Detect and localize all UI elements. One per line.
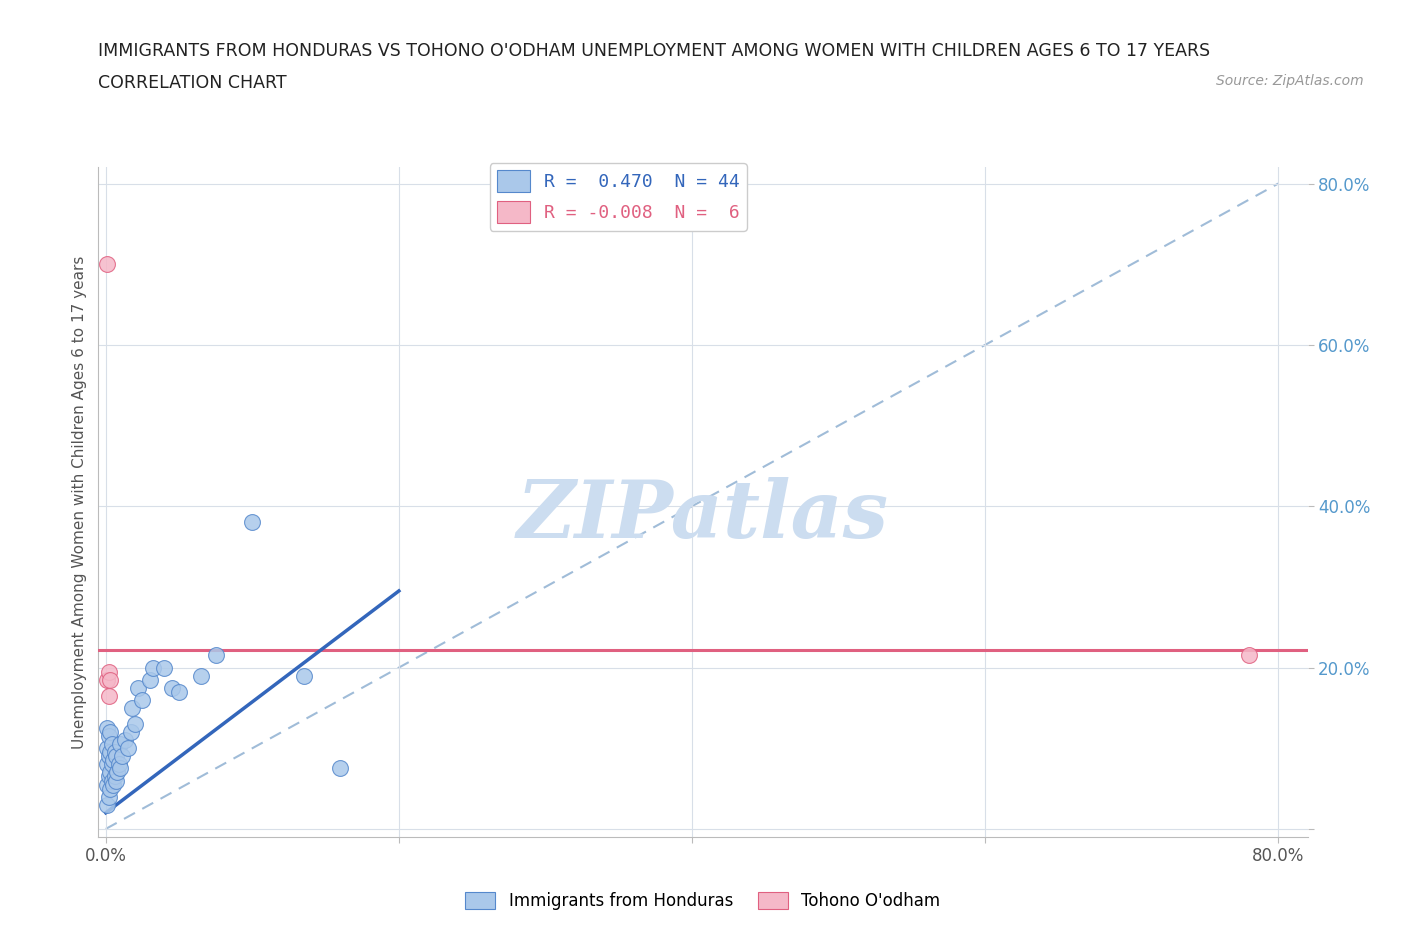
Point — [100, 737, 122, 751]
Point — [100, 757, 122, 772]
Point — [108, 757, 131, 772]
Point — [98, 672, 121, 687]
Point — [98, 781, 121, 796]
Text: CORRELATION CHART: CORRELATION CHART — [98, 74, 287, 92]
Point — [100, 773, 122, 788]
Legend: R =  0.470  N = 44, R = -0.008  N =  6: R = 0.470 N = 44, R = -0.008 N = 6 — [489, 163, 747, 231]
Point — [110, 761, 132, 776]
Point — [110, 737, 132, 751]
Point — [240, 515, 263, 530]
Point — [101, 777, 124, 792]
Point — [97, 790, 120, 804]
Point — [96, 777, 118, 792]
Y-axis label: Unemployment Among Women with Children Ages 6 to 17 years: Unemployment Among Women with Children A… — [72, 256, 87, 749]
Point — [127, 681, 149, 696]
Point — [97, 749, 120, 764]
Point — [167, 684, 190, 699]
Point — [97, 664, 120, 679]
Point — [97, 769, 120, 784]
Point — [111, 749, 134, 764]
Point — [103, 769, 125, 784]
Point — [117, 741, 139, 756]
Point — [98, 724, 121, 739]
Point — [121, 700, 143, 715]
Point — [97, 688, 120, 703]
Point — [107, 765, 129, 780]
Point — [120, 724, 142, 739]
Point — [1237, 648, 1260, 663]
Point — [114, 733, 136, 748]
Point — [153, 660, 176, 675]
Point — [105, 749, 128, 764]
Text: ZIPatlas: ZIPatlas — [517, 477, 889, 554]
Point — [103, 745, 125, 760]
Point — [204, 648, 226, 663]
Point — [98, 765, 121, 780]
Point — [96, 721, 118, 736]
Point — [97, 729, 120, 744]
Point — [124, 717, 146, 732]
Point — [190, 669, 212, 684]
Point — [138, 672, 160, 687]
Point — [96, 757, 118, 772]
Point — [96, 741, 118, 756]
Point — [329, 761, 352, 776]
Point — [160, 681, 183, 696]
Point — [101, 753, 124, 768]
Text: Source: ZipAtlas.com: Source: ZipAtlas.com — [1216, 74, 1364, 88]
Point — [131, 693, 153, 708]
Point — [96, 257, 118, 272]
Legend: Immigrants from Honduras, Tohono O'odham: Immigrants from Honduras, Tohono O'odham — [458, 885, 948, 917]
Point — [292, 669, 315, 684]
Point — [142, 660, 165, 675]
Text: IMMIGRANTS FROM HONDURAS VS TOHONO O'ODHAM UNEMPLOYMENT AMONG WOMEN WITH CHILDRE: IMMIGRANTS FROM HONDURAS VS TOHONO O'ODH… — [98, 42, 1211, 60]
Point — [96, 672, 118, 687]
Point — [105, 773, 128, 788]
Point — [96, 797, 118, 812]
Point — [98, 745, 121, 760]
